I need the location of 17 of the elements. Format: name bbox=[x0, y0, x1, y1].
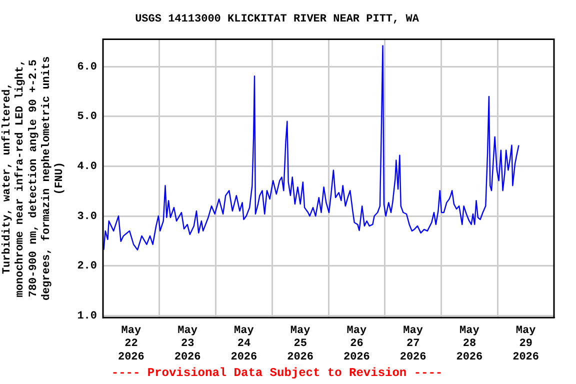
y-tick-label: 1.0 bbox=[77, 310, 97, 322]
y-tick-label: 2.0 bbox=[77, 260, 97, 273]
x-tick-label: May 23 2026 bbox=[174, 324, 201, 364]
y-tick-label: 6.0 bbox=[77, 61, 97, 74]
x-tick-label: May 28 2026 bbox=[456, 324, 483, 364]
x-tick-label: May 27 2026 bbox=[400, 324, 426, 364]
x-tick-label: May 22 2026 bbox=[118, 324, 144, 364]
x-tick-label: May 24 2026 bbox=[230, 324, 258, 364]
y-tick-label: 4.0 bbox=[77, 160, 97, 173]
x-tick-label: May 26 2026 bbox=[343, 324, 370, 364]
text: ---- Provisional Data Subject to Revision ---- bbox=[111, 366, 443, 380]
x-tick-label: May 25 2026 bbox=[287, 324, 314, 364]
chart-title: USGS 14113000 KLICKITAT RIVER NEAR PITT, WA bbox=[135, 13, 420, 26]
x-tick-label: May 29 2026 bbox=[512, 324, 540, 364]
y-tick-label: 3.0 bbox=[77, 210, 97, 223]
y-axis-title: Turbidity, water, unfiltered, monochrome near infra-red LED light, 780-900 nm, detection angle 90 +-2.5 degrees, formazin nephelometric units (FNU) bbox=[0, 56, 66, 301]
y-tick-label: 5.0 bbox=[77, 111, 97, 124]
